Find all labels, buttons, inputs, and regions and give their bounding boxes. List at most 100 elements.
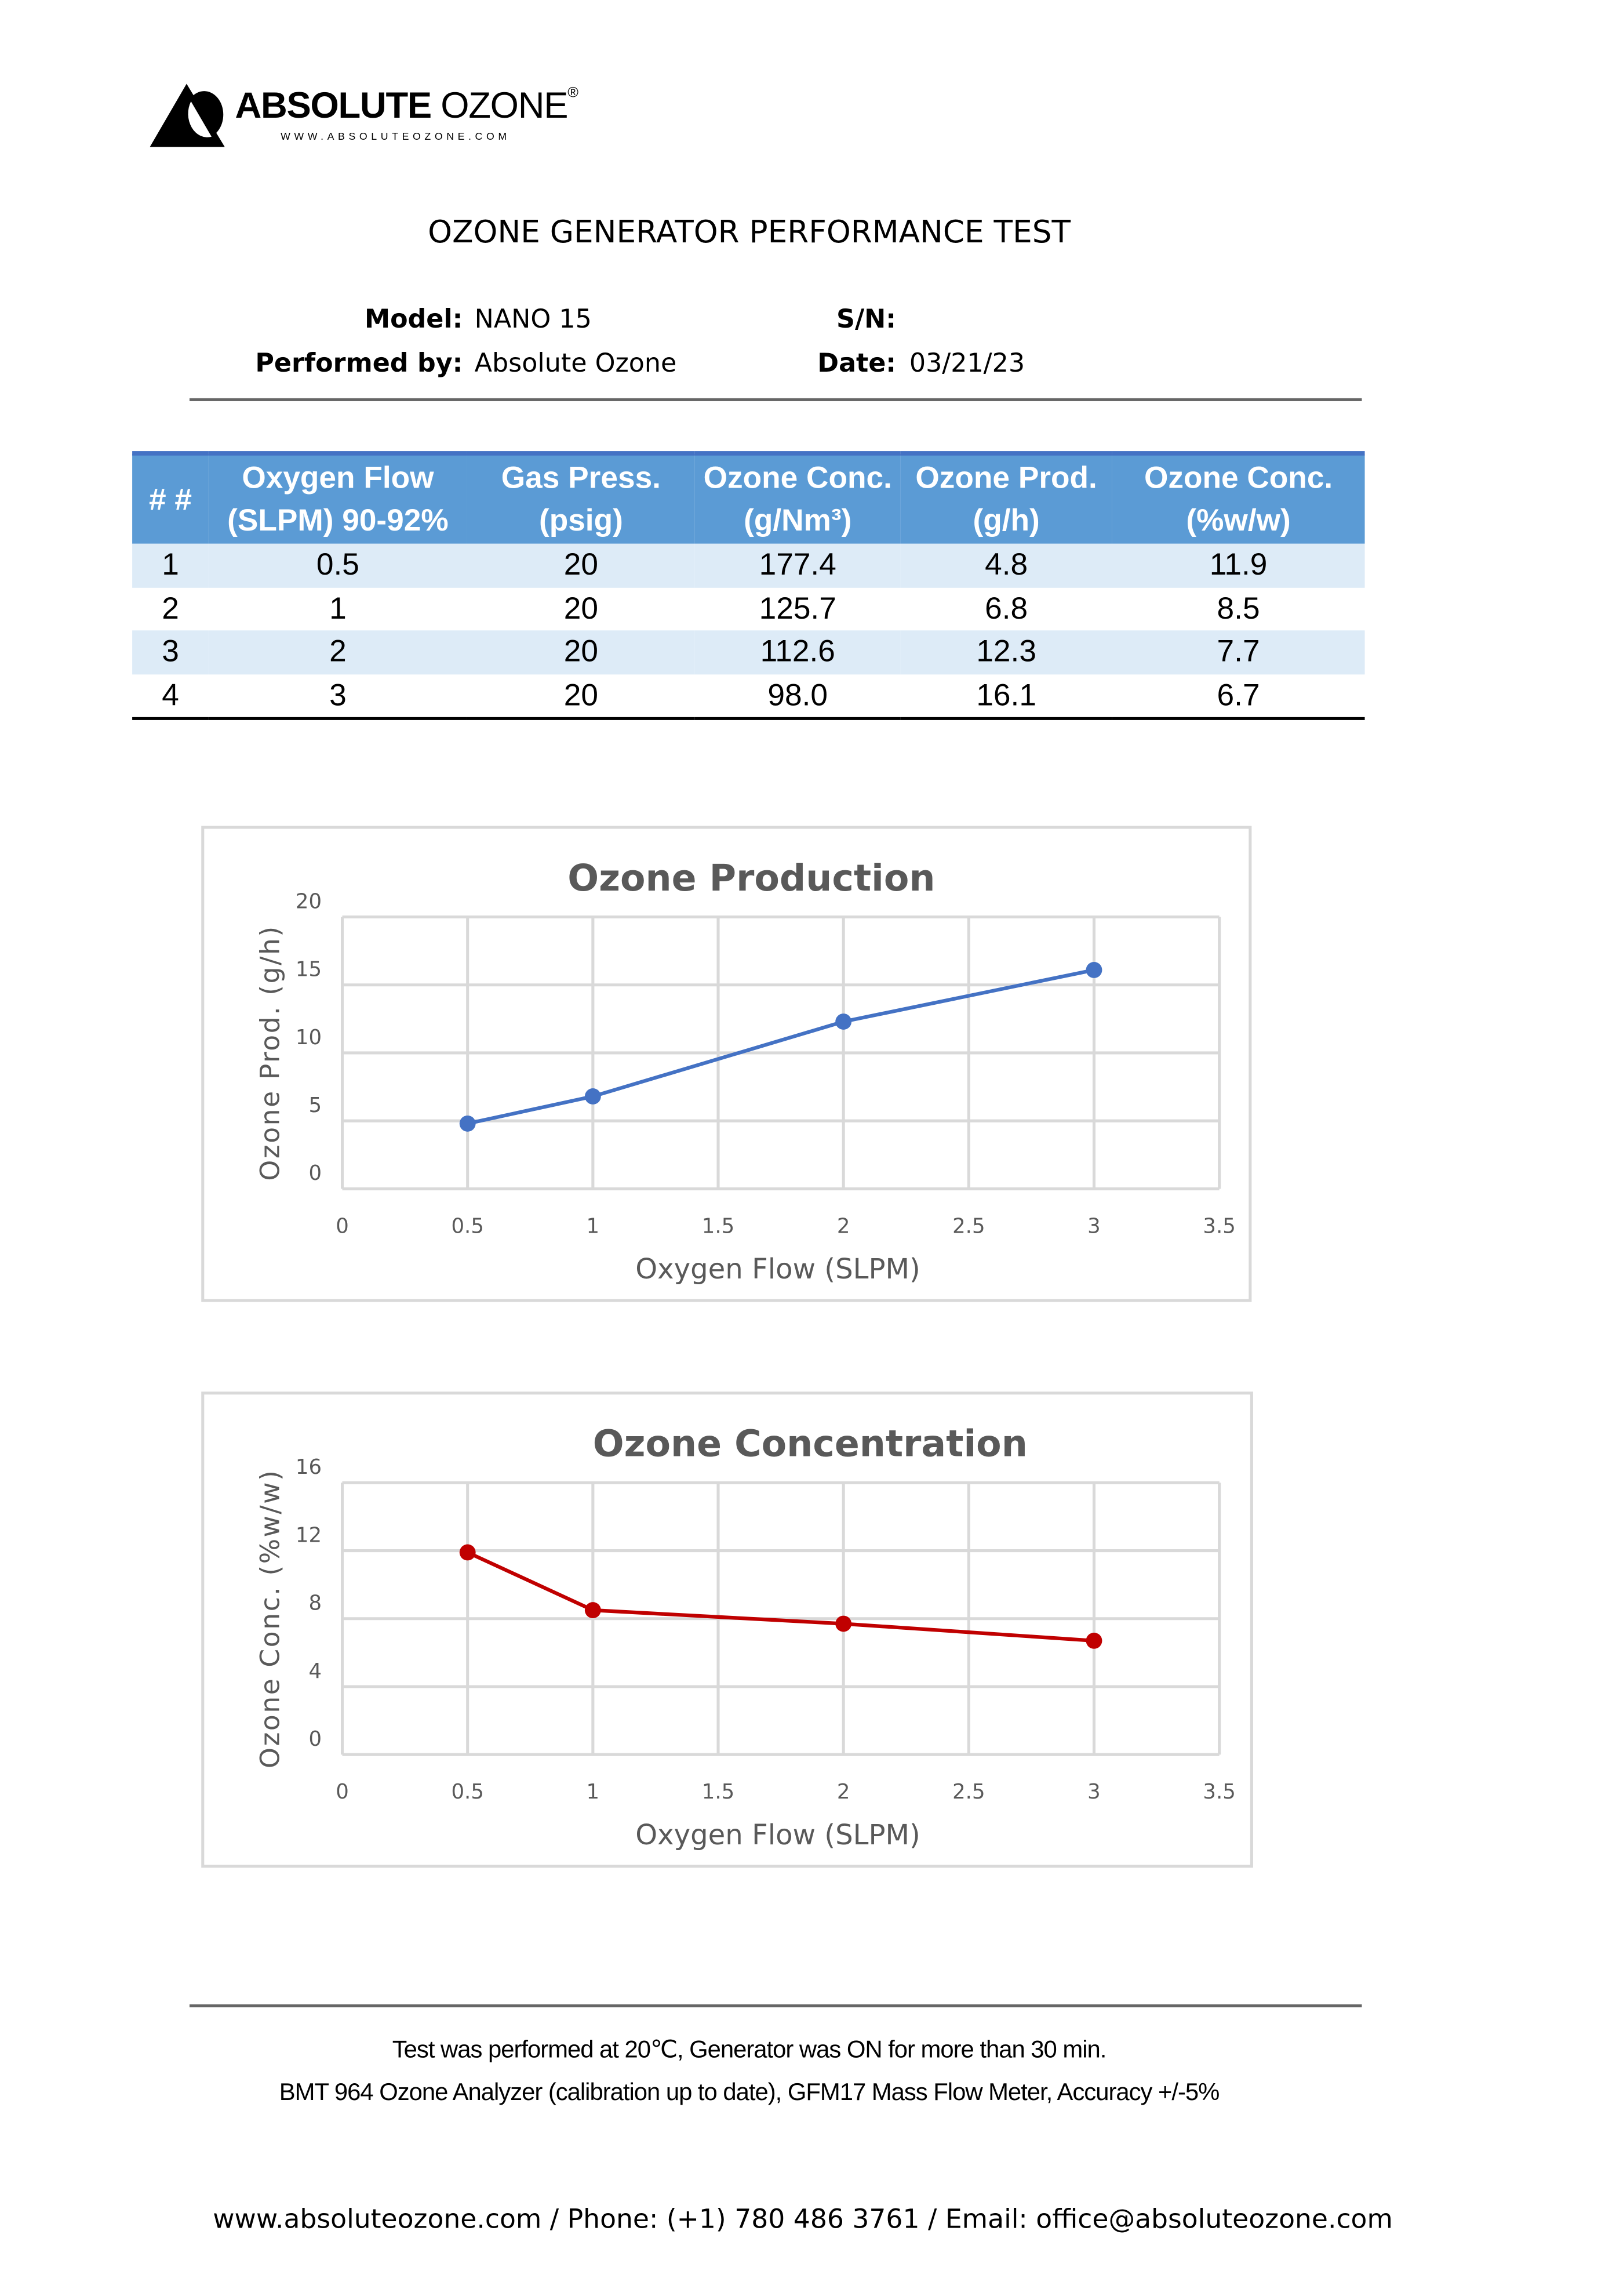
divider xyxy=(189,398,1362,401)
y-tick-label: 15 xyxy=(296,958,322,982)
x-axis-label: Oxygen Flow (SLPM) xyxy=(635,1819,920,1851)
y-tick-label: 8 xyxy=(308,1592,322,1615)
table-cell: 4 xyxy=(162,678,179,713)
y-tick-label: 5 xyxy=(308,1093,322,1117)
x-tick-label: 3 xyxy=(1087,1214,1101,1238)
table-cell: 12.3 xyxy=(976,635,1036,669)
y-tick-label: 16 xyxy=(296,1455,322,1479)
table-cell: 125.7 xyxy=(759,591,836,626)
x-tick-label: 1 xyxy=(587,1780,600,1804)
header-unit: (psig) xyxy=(538,504,623,538)
table-cell: 112.6 xyxy=(760,635,835,669)
performed-by-label: Performed by: xyxy=(255,350,463,379)
header-line: Ozone Conc. xyxy=(703,461,892,496)
column-header: Gas Press. (psig) xyxy=(467,453,695,544)
data-point xyxy=(1086,962,1102,978)
data-point xyxy=(835,1013,852,1030)
data-point xyxy=(459,1115,476,1132)
header-line: Ozone Conc. xyxy=(1144,461,1333,496)
data-point xyxy=(1086,1632,1102,1649)
page-title: OZONE GENERATOR PERFORMANCE TEST xyxy=(428,215,1071,250)
column-header: Ozone Conc. (g/Nm³) xyxy=(695,453,901,544)
table-cell: 20 xyxy=(563,635,598,669)
table-cell: 2 xyxy=(162,591,179,626)
serial-number-label: S/N: xyxy=(836,306,897,335)
x-tick-label: 3 xyxy=(1087,1780,1101,1804)
chart-title: Ozone Production xyxy=(567,856,935,899)
header-line: # # xyxy=(148,482,192,517)
table-row: 1 0.5 20 177.4 4.8 11.9 xyxy=(132,543,1365,587)
table-row: 3 2 20 112.6 12.3 7.7 xyxy=(132,630,1365,674)
table-cell: 20 xyxy=(563,591,598,626)
table-cell: 2 xyxy=(329,635,347,669)
absolute-ozone-logo-icon xyxy=(150,83,225,147)
x-tick-label: 1.5 xyxy=(702,1780,734,1804)
x-tick-label: 2 xyxy=(837,1214,850,1238)
x-tick-label: 3.5 xyxy=(1203,1214,1235,1238)
x-tick-label: 0 xyxy=(336,1214,349,1238)
data-point xyxy=(584,1088,601,1105)
table-cell: 4.8 xyxy=(985,548,1028,583)
header-unit: (%w/w) xyxy=(1186,504,1291,538)
table-cell: 6.7 xyxy=(1217,678,1260,713)
column-header: Ozone Prod. (g/h) xyxy=(901,453,1112,544)
column-header: Ozone Conc. (%w/w) xyxy=(1112,453,1365,544)
y-axis-label: Ozone Conc. (%w/w) xyxy=(255,1469,286,1768)
column-header: # # xyxy=(132,453,209,544)
x-tick-label: 0.5 xyxy=(451,1214,483,1238)
table-cell: 98.0 xyxy=(767,678,828,713)
header-line: Gas Press. xyxy=(501,461,661,496)
data-point xyxy=(584,1602,601,1619)
header-unit: (g/h) xyxy=(973,504,1040,538)
x-tick-label: 2.5 xyxy=(952,1780,985,1804)
equipment-note: BMT 964 Ozone Analyzer (calibration up t… xyxy=(279,2079,1220,2106)
x-tick-label: 2.5 xyxy=(952,1214,985,1238)
table-cell: 1 xyxy=(162,548,179,583)
table-cell: 7.7 xyxy=(1217,635,1260,669)
table-cell: 1 xyxy=(329,591,347,626)
contact-info: www.absoluteozone.com / Phone: (+1) 780 … xyxy=(213,2204,1393,2235)
x-tick-label: 0 xyxy=(336,1780,349,1804)
y-tick-label: 20 xyxy=(296,889,322,913)
chart-title: Ozone Concentration xyxy=(593,1422,1028,1465)
table-cell: 11.9 xyxy=(1209,548,1268,583)
table-cell: 177.4 xyxy=(759,548,836,583)
table-cell: 6.8 xyxy=(985,591,1028,626)
table-row: 4 3 20 98.0 16.1 6.7 xyxy=(132,674,1365,719)
data-point xyxy=(459,1544,476,1561)
y-axis-label: Ozone Prod. (g/h) xyxy=(255,925,286,1180)
header-line: Ozone Prod. xyxy=(915,461,1097,496)
table-cell: 8.5 xyxy=(1217,591,1260,626)
y-tick-label: 12 xyxy=(296,1523,322,1547)
y-tick-label: 0 xyxy=(308,1727,322,1751)
date-label: Date: xyxy=(817,350,897,379)
table-cell: 3 xyxy=(162,635,179,669)
data-point xyxy=(835,1615,852,1632)
table-cell: 20 xyxy=(563,678,598,713)
logo-wordmark: ABSOLUTE OZONE® xyxy=(235,85,578,126)
footer-divider xyxy=(189,2004,1362,2008)
x-tick-label: 0.5 xyxy=(451,1780,483,1804)
x-tick-label: 1.5 xyxy=(702,1214,734,1238)
y-tick-label: 0 xyxy=(308,1161,322,1185)
table-cell: 0.5 xyxy=(316,548,359,583)
x-tick-label: 3.5 xyxy=(1203,1780,1235,1804)
data-series-line xyxy=(467,1550,1094,1643)
table-row: 2 1 20 125.7 6.8 8.5 xyxy=(132,587,1364,631)
x-axis-label: Oxygen Flow (SLPM) xyxy=(635,1253,920,1285)
performance-table: # # Oxygen Flow (SLPM) 90-92% Gas Press. (ps… xyxy=(132,451,1365,720)
table-header-row: # # Oxygen Flow (SLPM) 90-92% Gas Press. (ps… xyxy=(132,453,1365,544)
x-tick-label: 2 xyxy=(837,1780,850,1804)
x-tick-label: 1 xyxy=(587,1214,600,1238)
ozone-production-chart: Ozone Production 0 0.5 1 1.5 2 2.5 3 3.5 0 5 10 15 20… xyxy=(201,826,1252,1302)
header-unit: (g/Nm³) xyxy=(744,504,852,538)
ozone-concentration-chart: Ozone Concentration 0 0.5 1 1.5 2 2.5 3 3.5 0 4 8 12… xyxy=(201,1392,1253,1868)
test-conditions-note: Test was performed at 20℃, Generator was… xyxy=(392,2036,1107,2064)
y-tick-label: 4 xyxy=(308,1659,322,1683)
table-cell: 16.1 xyxy=(976,678,1036,713)
table-cell: 20 xyxy=(563,548,598,583)
model-value: NANO 15 xyxy=(474,306,592,335)
performed-by-value: Absolute Ozone xyxy=(474,350,677,379)
date-value: 03/21/23 xyxy=(909,350,1025,379)
